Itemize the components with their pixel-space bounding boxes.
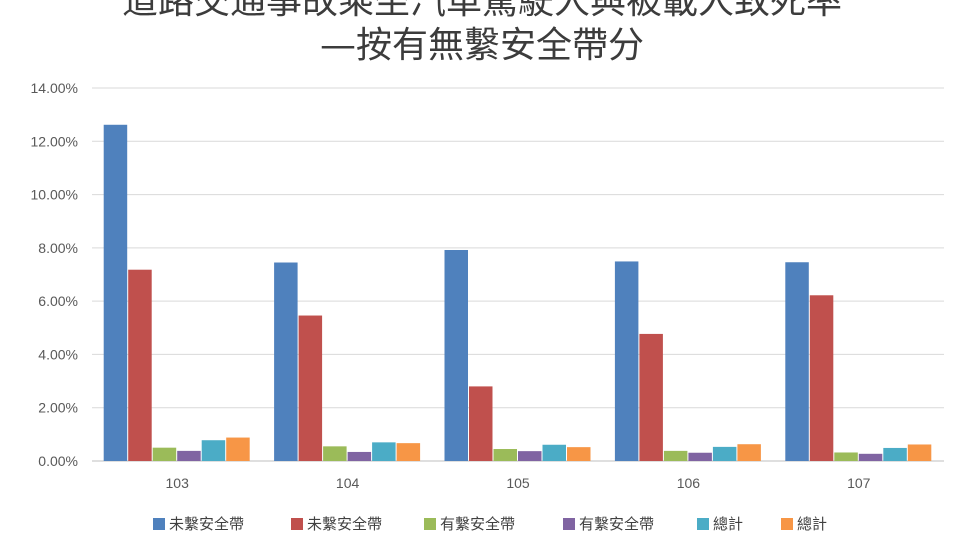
bar [614,261,639,461]
legend-swatch [781,518,793,530]
bar [834,452,858,461]
legend-label: 未繫安全帶 [169,515,244,533]
legend-swatch [153,518,165,530]
y-tick-label: 8.00% [38,240,78,256]
bar [128,269,152,461]
bar [152,447,177,461]
y-tick-label: 4.00% [38,346,78,362]
bar [298,315,323,461]
bar [688,452,712,461]
bar [177,450,201,461]
bar [712,446,737,461]
legend-label: 總計 [797,515,827,533]
legend-swatch [563,518,575,530]
chart-title-line-1: 道路交通事故乘坐汽車駕駛人與被載人致死率 [121,0,842,22]
legend-swatch [697,518,709,530]
y-tick-label: 12.00% [31,133,78,149]
x-tick-label: 106 [677,475,701,491]
legend-swatch [424,518,436,530]
y-tick-label: 10.00% [31,187,78,203]
bar [372,442,396,461]
bar [858,453,883,461]
bar [567,447,591,461]
bar [542,444,566,461]
bar [274,262,298,461]
x-tick-label: 104 [336,475,360,491]
legend-label: 有繫安全帶 [440,515,515,533]
bar [347,451,372,461]
legend-label: 未繫安全帶 [307,515,382,533]
x-tick-label: 107 [847,475,871,491]
bar [809,295,834,461]
bar [518,451,542,461]
bar [907,444,932,461]
bar [226,437,250,461]
y-tick-label: 14.00% [31,80,78,96]
y-tick-label: 0.00% [38,453,78,469]
x-tick-label: 103 [166,475,190,491]
bar [639,333,663,461]
bar [785,262,809,461]
y-tick-label: 2.00% [38,400,78,416]
x-tick-label: 105 [506,475,530,491]
legend-label: 總計 [713,515,743,533]
bar [396,443,421,461]
bar [444,249,468,461]
bar [103,124,128,461]
bar [663,450,688,461]
bar [883,447,907,461]
chart-title-line-2: —按有無繫安全帶分 [319,25,644,66]
y-tick-label: 6.00% [38,293,78,309]
bar [737,444,761,461]
bar [323,446,347,461]
bar [493,449,517,461]
bar [469,386,493,461]
bar [201,440,226,461]
legend-label: 有繫安全帶 [579,515,654,533]
legend-swatch [291,518,303,530]
